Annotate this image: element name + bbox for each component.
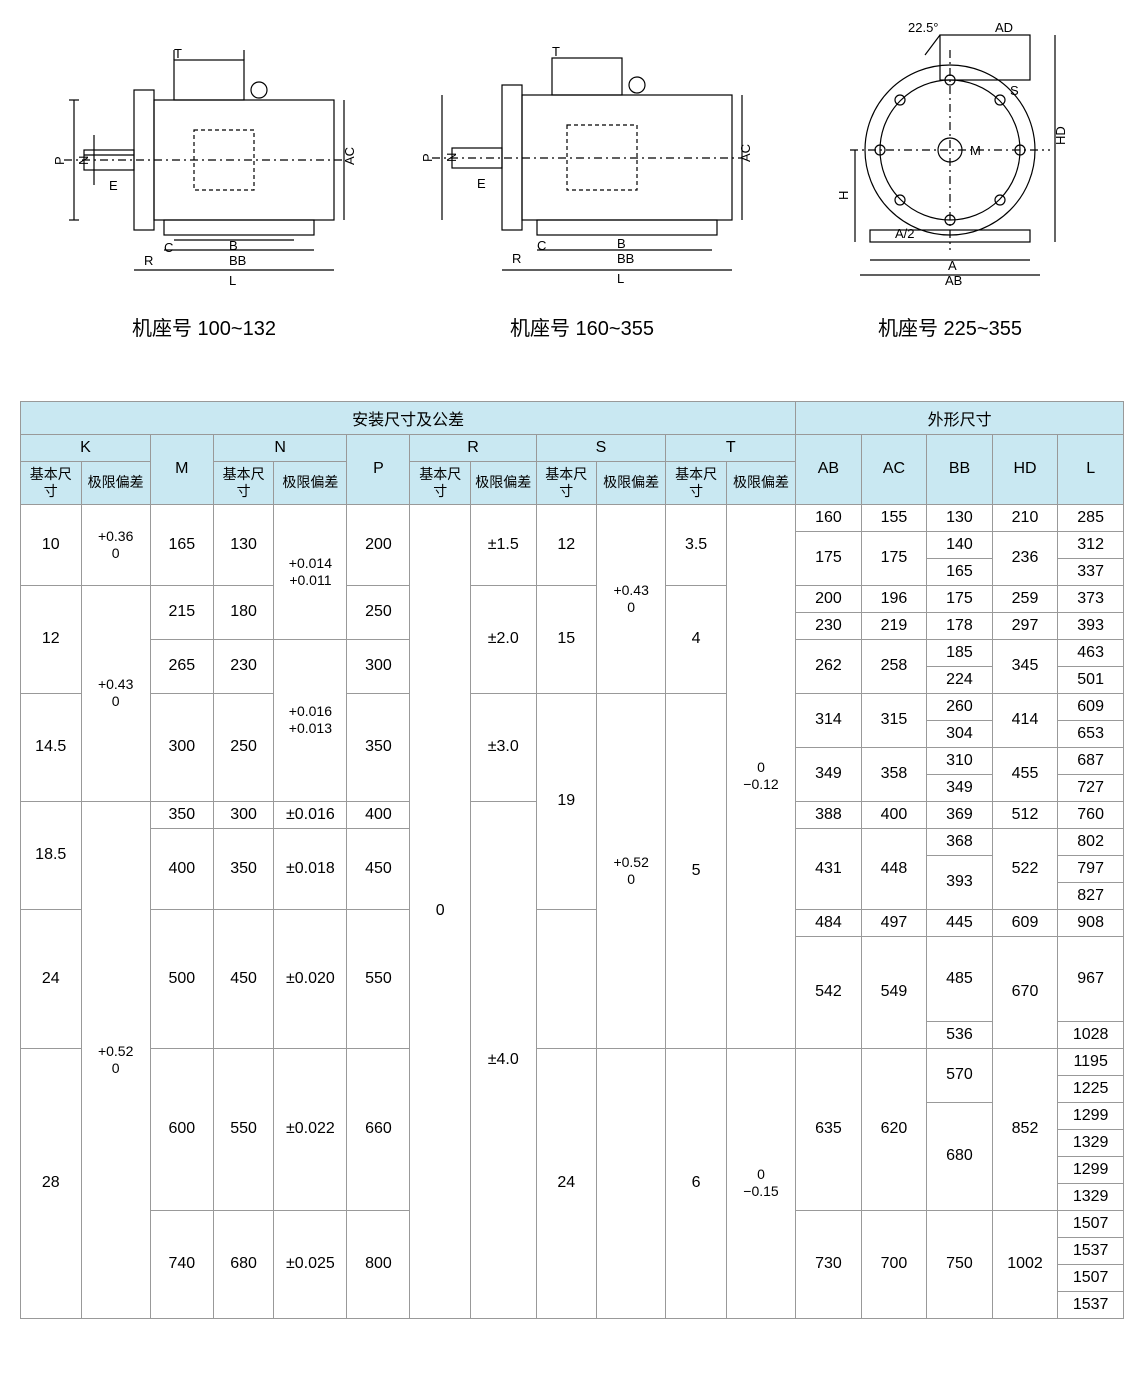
svg-text:M: M [970,143,981,158]
dimension-table: 安装尺寸及公差 外形尺寸 K M N P R S T AB AC BB HD L… [20,401,1124,1319]
table-body: 10 +0.360 165 130 +0.014+0.011 200 0 ±1.… [21,504,1124,1318]
svg-text:AC: AC [342,147,357,165]
svg-text:N: N [444,153,459,162]
svg-text:R: R [144,253,153,268]
motor-side-view-1: P N E T R C B BB L AC [44,40,364,300]
svg-text:B: B [229,238,238,253]
svg-text:BB: BB [617,251,634,266]
diagrams-row: P N E T R C B BB L AC 机座号 100~132 [20,20,1124,341]
svg-text:T: T [174,46,182,61]
svg-text:S: S [1010,83,1019,98]
svg-text:A: A [948,258,957,273]
svg-text:AB: AB [945,273,962,288]
svg-text:AD: AD [995,20,1013,35]
svg-text:BB: BB [229,253,246,268]
diagram-1-label: 机座号 100~132 [44,312,364,341]
svg-text:R: R [512,251,521,266]
svg-text:22.5°: 22.5° [908,20,939,35]
svg-text:C: C [537,238,546,253]
svg-text:E: E [477,176,486,191]
svg-text:T: T [552,44,560,59]
header-outline: 外形尺寸 [796,402,1124,435]
motor-front-view: 22.5° AD HD H A/2 A AB M S [800,20,1100,300]
svg-text:AC: AC [738,144,752,162]
svg-text:E: E [109,178,118,193]
diagram-3-label: 机座号 225~355 [800,312,1100,341]
svg-text:A/2: A/2 [895,226,915,241]
table-row: 10 +0.360 165 130 +0.014+0.011 200 0 ±1.… [21,504,1124,531]
diagram-3: 22.5° AD HD H A/2 A AB M S 机座号 225~355 [800,20,1100,341]
svg-text:L: L [617,271,624,286]
svg-text:HD: HD [1053,126,1068,145]
diagram-1: P N E T R C B BB L AC 机座号 100~132 [44,40,364,341]
svg-text:B: B [617,236,626,251]
svg-text:P: P [52,156,67,165]
header-install: 安装尺寸及公差 [21,402,796,435]
svg-text:P: P [420,153,435,162]
svg-text:C: C [164,240,173,255]
svg-text:H: H [836,191,851,200]
diagram-2-label: 机座号 160~355 [412,312,752,341]
svg-text:N: N [76,156,91,165]
diagram-2: P N E T R C B BB L AC 机座号 160~355 [412,40,752,341]
svg-text:L: L [229,273,236,288]
motor-side-view-2: P N E T R C B BB L AC [412,40,752,300]
